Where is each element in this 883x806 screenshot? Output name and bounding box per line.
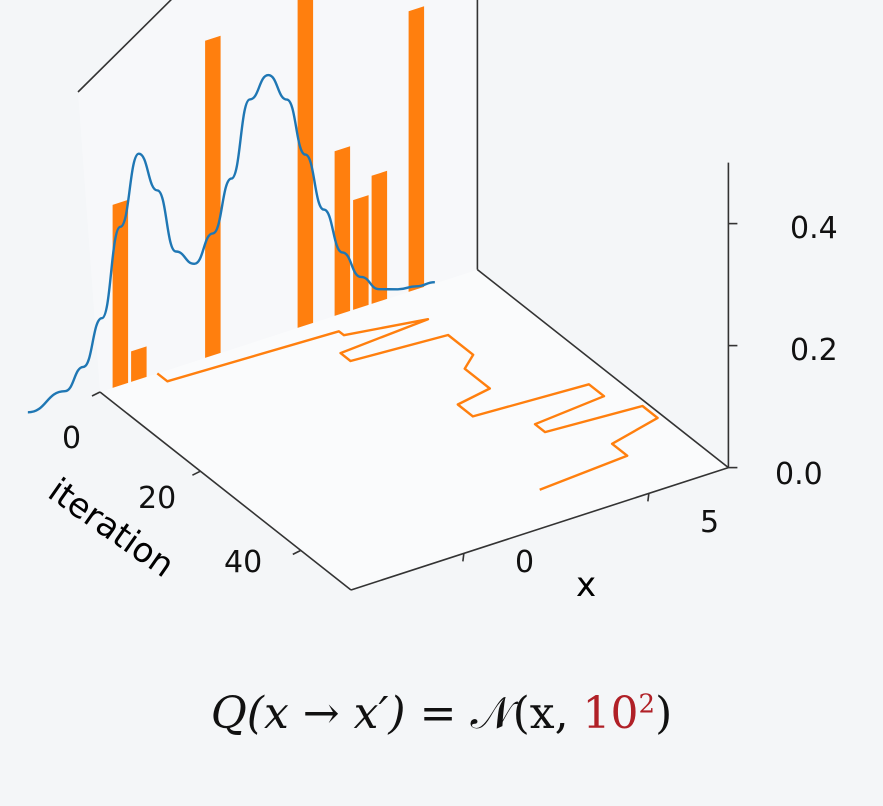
chart-3d: 0.4 0.2 0.0 0 5 0 20 40 x iteration	[27, 0, 838, 605]
density-curve	[27, 73, 435, 414]
iteration-axis-line	[99, 391, 352, 591]
iteration-tick-label: 20	[138, 481, 176, 516]
z-tick-label: 0.4	[790, 211, 838, 246]
proposal-formula: Q(x → x′) = 𝒩(x, 102)	[0, 688, 883, 739]
chain-trace-line	[156, 318, 659, 491]
iteration-tick-label: 0	[62, 421, 81, 456]
back-top-edge	[77, 0, 172, 93]
histogram-bar	[408, 6, 425, 292]
formula-lhs: Q(x → x′) =	[210, 688, 471, 739]
histogram-bars	[112, 0, 425, 388]
variance-base: 10	[582, 688, 639, 739]
trace-layer	[156, 318, 659, 491]
x-tick-label: 5	[700, 505, 719, 540]
histogram-bar	[353, 195, 369, 310]
floor-edge-right	[476, 268, 729, 469]
density-curve-layer	[27, 73, 435, 414]
histogram-bar	[334, 146, 351, 316]
variance-exponent: 2	[638, 689, 656, 720]
iteration-tick	[292, 549, 302, 556]
floor-pane	[100, 269, 729, 590]
histogram-bar	[112, 199, 129, 388]
histogram-bar	[131, 346, 147, 382]
axis-ticks	[91, 222, 738, 562]
formula-args: (x,	[512, 688, 583, 739]
histogram-bar	[297, 0, 314, 328]
histogram-bar	[205, 35, 221, 358]
iteration-tick	[91, 391, 101, 397]
x-tick-label: 0	[515, 545, 534, 580]
x-axis-line	[350, 466, 729, 591]
formula-close: )	[655, 688, 673, 739]
iteration-tick	[192, 470, 201, 476]
variance-value: 102	[583, 688, 656, 739]
histogram-bar	[371, 170, 388, 304]
z-tick-label: 0.0	[775, 457, 823, 492]
iteration-tick-label: 40	[224, 545, 262, 580]
z-tick-label: 0.2	[790, 333, 838, 368]
x-tick	[462, 553, 465, 562]
x-axis-label: x	[576, 565, 596, 605]
x-tick	[647, 493, 650, 502]
normal-symbol: 𝒩	[470, 688, 513, 739]
